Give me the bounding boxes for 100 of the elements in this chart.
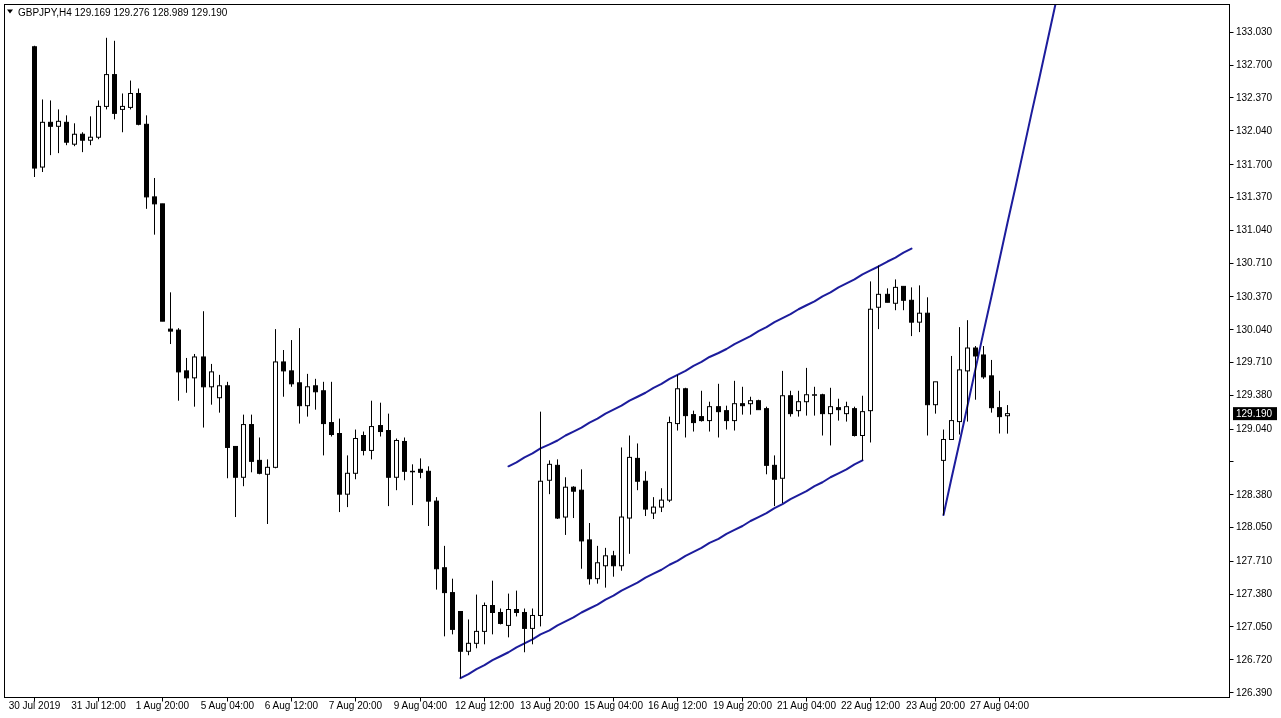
candlestick: [329, 381, 334, 437]
candlestick: [571, 485, 576, 519]
candlestick: [361, 431, 366, 456]
candlestick: [120, 92, 125, 133]
y-tick-label: 131.040: [1236, 224, 1273, 236]
candlestick: [901, 285, 906, 311]
y-tick-label: 133.030: [1236, 26, 1273, 38]
y-tick-label: 127.710: [1236, 555, 1273, 567]
x-tick-label: 15 Aug 04:00: [584, 699, 644, 711]
candlestick: [893, 278, 898, 311]
candlestick: [941, 429, 946, 516]
candlestick: [313, 378, 318, 411]
candlestick: [217, 374, 222, 414]
candlestick: [474, 594, 479, 649]
candlestick: [611, 550, 616, 578]
candlestick: [917, 284, 922, 333]
text: 129.190: [1236, 408, 1273, 420]
candlestick: [289, 339, 294, 388]
y-tick-label: 129.040: [1236, 423, 1273, 435]
candlestick: [844, 401, 849, 423]
x-tick-label: 23 Aug 20:00: [906, 699, 966, 711]
y-tick-label: 132.370: [1236, 91, 1273, 103]
candlestick: [345, 454, 350, 508]
candlestick: [973, 345, 978, 401]
y-tick-label: 130.370: [1236, 290, 1273, 302]
y-tick-label: 126.720: [1236, 653, 1273, 665]
x-tick-label: 1 Aug 20:00: [135, 699, 190, 711]
candlestick: [466, 618, 471, 656]
candlestick: [909, 286, 914, 337]
line-series: [942, 4, 1057, 517]
x-tick-label: 22 Aug 12:00: [841, 699, 901, 711]
candlestick: [305, 373, 310, 418]
y-tick-label: 130.710: [1236, 257, 1273, 269]
candlestick: [547, 459, 552, 495]
candlestick: [56, 108, 61, 154]
y-tick-label: 129.380: [1236, 389, 1273, 401]
candlestick: [820, 393, 825, 437]
candlestick: [378, 402, 383, 437]
candlestick: [369, 400, 374, 460]
candlestick: [812, 386, 817, 417]
chart-title: GBPJPY,H4 129.169 129.276 128.989 129.190: [18, 6, 228, 18]
candlestick: [80, 131, 85, 153]
candlestick: [716, 383, 721, 438]
x-tick-label: 12 Aug 12:00: [455, 699, 515, 711]
x-tick-label: 6 Aug 12:00: [264, 699, 319, 711]
candlestick: [635, 442, 640, 491]
x-tick-label: 9 Aug 04:00: [393, 699, 448, 711]
x-tick-label: 21 Aug 04:00: [777, 699, 837, 711]
y-tick-label: 127.380: [1236, 588, 1273, 600]
candlestick: [804, 367, 809, 417]
candlestick: [128, 80, 133, 110]
candlestick: [997, 390, 1002, 435]
candlestick: [981, 345, 986, 380]
y-tick-label: 131.370: [1236, 191, 1273, 203]
y-tick-label: 131.700: [1236, 158, 1273, 170]
candlestick: [265, 458, 270, 525]
candlestick: [796, 390, 801, 418]
y-tick-label: 126.390: [1236, 686, 1273, 698]
candlestick: [297, 327, 302, 425]
x-tick-label: 27 Aug 04:00: [970, 699, 1030, 711]
candlestick: [965, 319, 970, 423]
candlestick: [732, 380, 737, 432]
candlestick: [836, 398, 841, 422]
candlestick: [691, 410, 696, 433]
candlestick: [772, 454, 777, 507]
candlestick: [530, 608, 535, 645]
x-tick-label: 7 Aug 20:00: [328, 699, 383, 711]
candlestick: [595, 545, 600, 585]
candlestick: [651, 496, 656, 520]
candlestick: [418, 457, 423, 479]
candlestick: [88, 115, 93, 146]
x-tick-label: 13 Aug 20:00: [520, 699, 580, 711]
candlestick: [659, 487, 664, 513]
candlestick: [514, 590, 519, 617]
x-tick-label: 30 Jul 2019: [8, 699, 61, 711]
y-tick-label: 129.710: [1236, 356, 1273, 368]
candlestick: [168, 291, 173, 345]
candlestick: [949, 355, 954, 440]
candlestick: [72, 122, 77, 147]
y-tick-label: 130.040: [1236, 323, 1273, 335]
y-tick-label: 132.700: [1236, 59, 1273, 71]
x-tick-label: 31 Jul 12:00: [71, 699, 127, 711]
candlestick: [724, 405, 729, 431]
candlestick: [490, 580, 495, 635]
y-tick-label: 132.040: [1236, 124, 1273, 136]
candlestick: [522, 608, 527, 653]
candlestick: [707, 401, 712, 433]
candlestick: [699, 390, 704, 423]
candlestick: [860, 395, 865, 461]
x-tick-label: 19 Aug 20:00: [713, 699, 773, 711]
candlestick: [184, 357, 189, 394]
candlestick: [788, 390, 793, 418]
candlestick: [933, 381, 938, 415]
candlestick: [876, 264, 881, 330]
candlestick: [192, 353, 197, 408]
candlestick: [740, 386, 745, 416]
candlestick: [1005, 404, 1010, 435]
candlestick: [828, 387, 833, 446]
candlestick: [603, 547, 608, 589]
candlestick: [506, 593, 511, 638]
